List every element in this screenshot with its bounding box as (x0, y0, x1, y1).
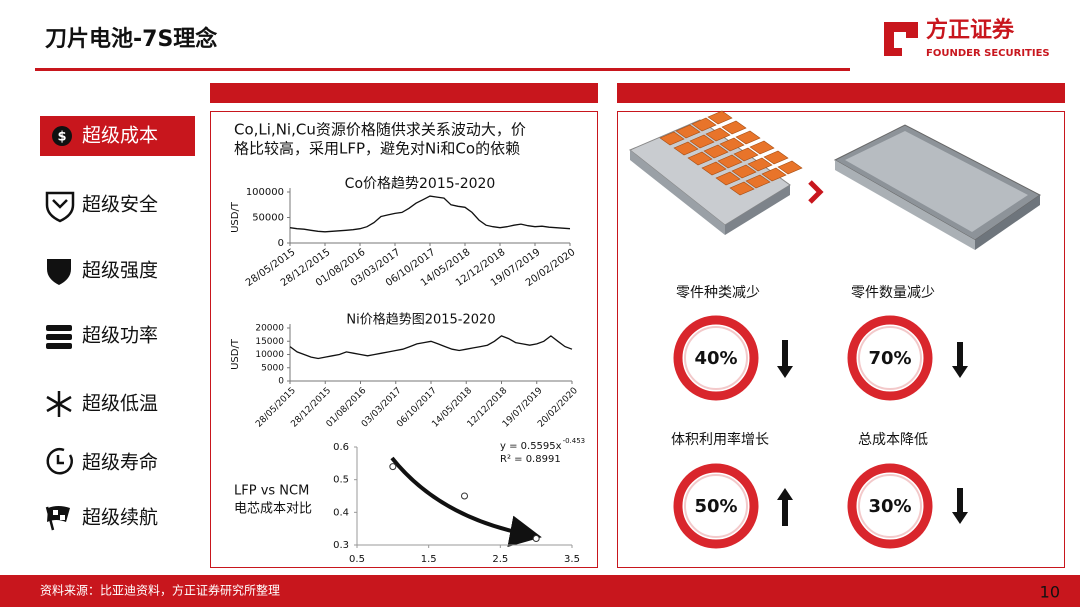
slide-title: 刀片电池-7S理念 (45, 26, 217, 52)
y-tick-label: 0.5 (333, 475, 349, 486)
cell (659, 131, 685, 146)
sidebar-item: 超级低温 (82, 393, 158, 415)
cell (715, 171, 741, 186)
title-rule (35, 68, 850, 71)
cell (701, 161, 727, 176)
equation-exponent: -0.453 (563, 437, 586, 445)
footer-source: 资料来源：比亚迪资料，方正证券研究所整理 (40, 583, 280, 598)
metric-value: 40% (694, 348, 737, 369)
icon-dollar: $ (57, 130, 66, 145)
y-axis-label: USD/T (230, 338, 241, 370)
cell (717, 154, 743, 169)
metric-label: 总成本降低 (858, 432, 928, 448)
data-point (532, 534, 540, 542)
sidebar-item: 超级成本 (82, 125, 158, 147)
intro-line: 格比较高，采用LFP，避免对Ni和Co的依赖 (234, 140, 520, 158)
y-tick-label: 5000 (261, 363, 284, 373)
y-tick-label: 0 (278, 238, 284, 249)
cell (719, 137, 745, 152)
x-tick-label: 3.5 (564, 554, 580, 565)
cell (721, 120, 747, 135)
footer-band (0, 575, 1080, 607)
data-point (389, 463, 397, 471)
sidebar-item: 超级续航 (82, 507, 158, 529)
y-tick-label: 20000 (255, 324, 284, 334)
chart-title: Co价格趋势2015-2020 (345, 176, 496, 192)
trend-arrows (777, 340, 968, 526)
metric-label: 体积利用率增长 (671, 431, 769, 448)
icon-safety (45, 191, 75, 223)
intro-line: Co,Li,Ni,Cu资源价格随供求关系波动大，价 (234, 121, 526, 139)
metric-label: 零件种类减少 (676, 285, 760, 301)
cell (705, 127, 731, 142)
arrow-icon (808, 180, 824, 204)
y-tick-label: 15000 (255, 337, 284, 347)
y-tick-label: 0.3 (333, 540, 349, 551)
y-tick-label: 0.6 (333, 442, 349, 453)
metric-value: 70% (868, 348, 911, 369)
sidebar-item: 超级寿命 (82, 452, 158, 474)
cell (707, 110, 733, 125)
rings (673, 315, 933, 549)
cell (687, 151, 713, 166)
cell (691, 117, 717, 132)
chart-label: LFP vs NCM (234, 484, 309, 499)
cell (761, 167, 787, 182)
x-tick-label: 1.5 (421, 554, 437, 565)
cell (763, 150, 789, 165)
price-line (289, 195, 571, 233)
sidebar-item: 超级功率 (82, 325, 158, 347)
icon-cost (52, 126, 72, 146)
metric-label: 零件数量减少 (851, 285, 935, 301)
y-tick-label: 10000 (255, 350, 284, 360)
icon-cold (46, 391, 72, 417)
cell (689, 134, 715, 149)
y-tick-label: 0 (278, 377, 284, 387)
icon-power (46, 325, 72, 349)
metric-value: 30% (868, 496, 911, 517)
icon-life (46, 448, 73, 475)
cell (675, 124, 701, 139)
blade-pack-image (833, 124, 1041, 250)
logo: 方正证券 FOUNDER SECURITIES (884, 17, 1050, 59)
cell-pack-image (629, 110, 803, 235)
equation: y = 0.5595x (500, 441, 562, 452)
y-tick-label: 0.4 (333, 507, 349, 518)
cell (729, 181, 755, 196)
page-number: 10 (1040, 583, 1060, 602)
logo-sub: FOUNDER SECURITIES (926, 48, 1050, 59)
y-axis-label: USD/T (230, 201, 241, 233)
cell (731, 164, 757, 179)
panel-bar (617, 83, 1065, 103)
data-point (461, 492, 468, 500)
trend-arrow (390, 456, 542, 548)
cell (735, 130, 761, 145)
chart-title: Ni价格趋势图2015-2020 (346, 312, 495, 328)
y-tick-label: 100000 (246, 187, 284, 198)
y-tick-label: 50000 (252, 213, 284, 224)
cell (747, 157, 773, 172)
chart-label: 电芯成本对比 (234, 502, 312, 517)
cell (745, 174, 771, 189)
sidebar-item: 超级强度 (82, 260, 158, 282)
cell (673, 141, 699, 156)
icon-strength (47, 259, 71, 285)
sidebar-item: 超级安全 (82, 194, 158, 216)
x-tick-label: 0.5 (349, 554, 365, 565)
icon-range (45, 506, 70, 531)
cell (733, 147, 759, 162)
metric-value: 50% (694, 496, 737, 517)
logo-name: 方正证券 (926, 17, 1015, 43)
cell (777, 160, 803, 175)
cell (749, 140, 775, 155)
x-tick-label: 2.5 (492, 554, 508, 565)
cell (703, 144, 729, 159)
panel-frame (617, 111, 1065, 568)
r-squared: R² = 0.8991 (500, 454, 561, 465)
panel-frame (210, 111, 598, 568)
price-line (289, 335, 573, 360)
panel-bar (210, 83, 598, 103)
